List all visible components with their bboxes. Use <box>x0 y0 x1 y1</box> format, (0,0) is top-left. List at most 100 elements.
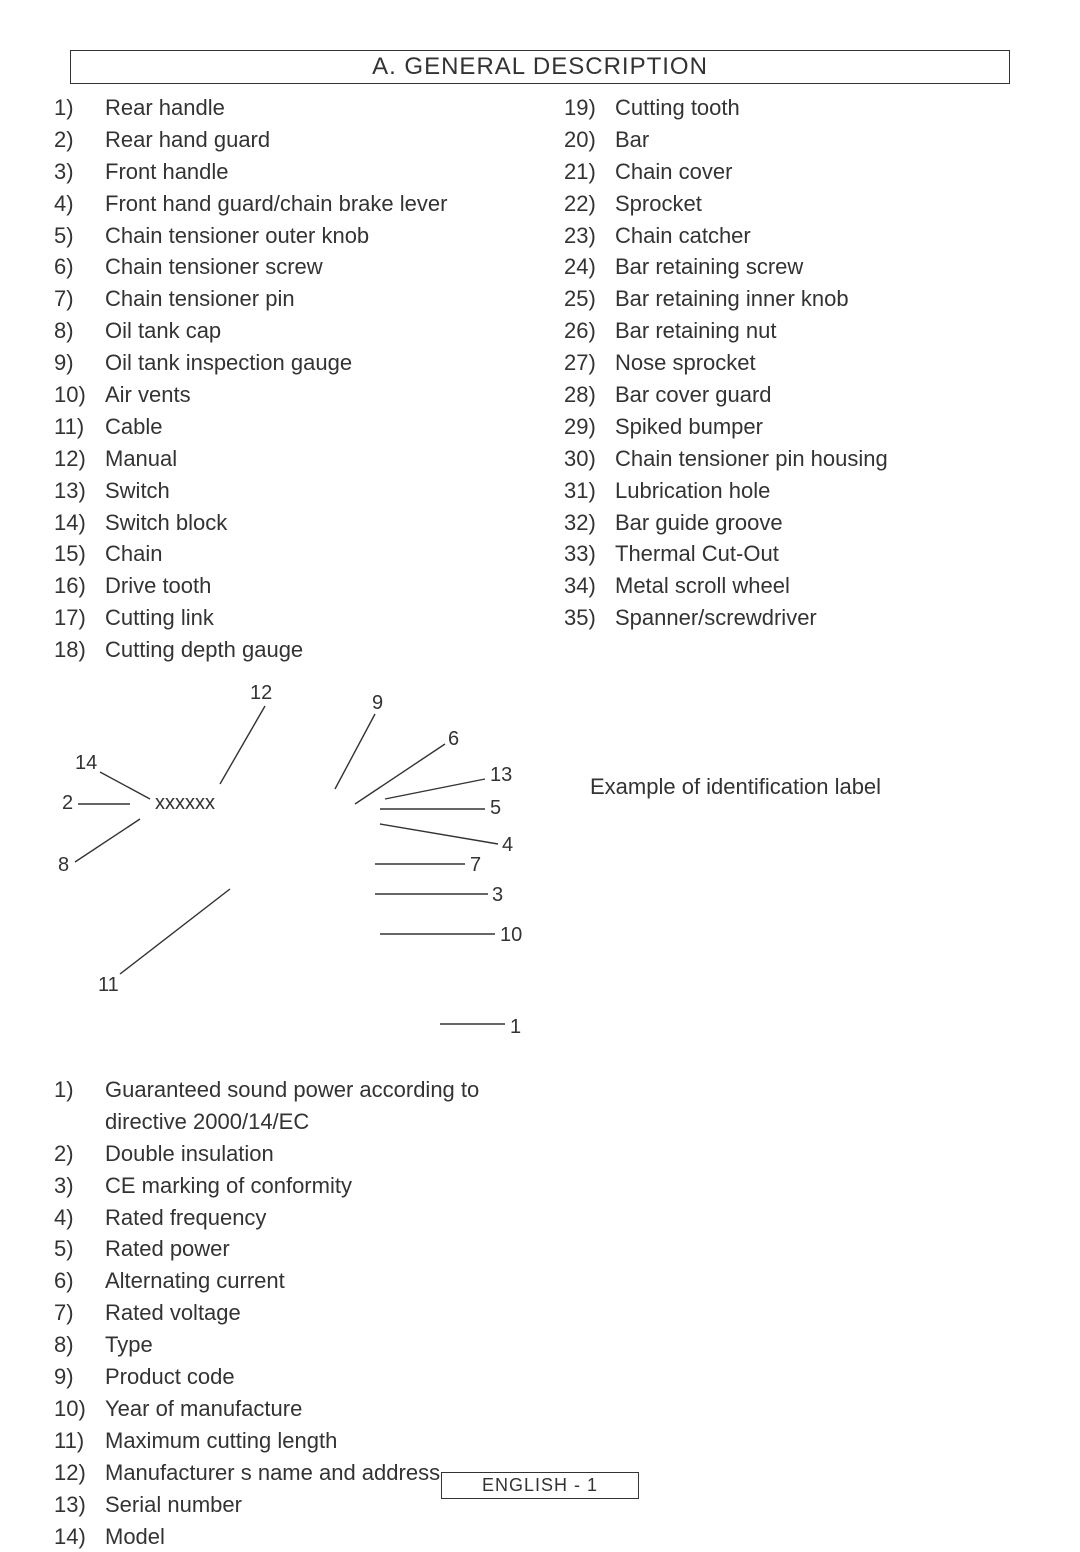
diagram-label: 13 <box>490 764 512 787</box>
list-item: 9)Oil tank inspection gauge <box>50 347 520 379</box>
list-item: 19)Cutting tooth <box>560 92 1030 124</box>
item-text: Chain <box>105 538 520 570</box>
item-text: Bar retaining inner knob <box>615 283 1030 315</box>
list-item: 3)Front handle <box>50 156 520 188</box>
item-text: Manual <box>105 443 520 475</box>
item-text: Sprocket <box>615 188 1030 220</box>
list-item: 14)Switch block <box>50 507 520 539</box>
item-text: Cutting depth gauge <box>105 634 520 666</box>
diagram-label: 4 <box>502 834 513 857</box>
list-item: 31)Lubrication hole <box>560 475 1030 507</box>
item-text: Air vents <box>105 379 520 411</box>
item-number: 5) <box>50 220 105 252</box>
list-item: 5)Chain tensioner outer knob <box>50 220 520 252</box>
list-item: 35)Spanner/screwdriver <box>560 602 1030 634</box>
list-item: 26)Bar retaining nut <box>560 315 1030 347</box>
item-number: 5) <box>50 1233 105 1265</box>
list-item: 12)Manual <box>50 443 520 475</box>
diagram-label: 2 <box>62 792 73 815</box>
item-number: 25) <box>560 283 615 315</box>
list-item: 20)Bar <box>560 124 1030 156</box>
item-number: 14) <box>50 507 105 539</box>
list-item: 25)Bar retaining inner knob <box>560 283 1030 315</box>
item-text: Rated power <box>105 1233 555 1265</box>
item-number: 4) <box>50 1202 105 1234</box>
item-text: Switch <box>105 475 520 507</box>
list-item: 28)Bar cover guard <box>560 379 1030 411</box>
item-number: 20) <box>560 124 615 156</box>
item-number: 21) <box>560 156 615 188</box>
list-item: 1)Rear handle <box>50 92 520 124</box>
item-number: 6) <box>50 251 105 283</box>
list-item: 16)Drive tooth <box>50 570 520 602</box>
item-number: 11) <box>50 1425 105 1457</box>
item-text: Lubrication hole <box>615 475 1030 507</box>
list-item: 11)Cable <box>50 411 520 443</box>
item-text: Chain catcher <box>615 220 1030 252</box>
item-text: Double insulation <box>105 1138 555 1170</box>
item-text: Model <box>105 1521 555 1552</box>
item-number: 12) <box>50 443 105 475</box>
item-number: 28) <box>560 379 615 411</box>
item-text: Cutting tooth <box>615 92 1030 124</box>
item-text: Oil tank cap <box>105 315 520 347</box>
item-number: 7) <box>50 283 105 315</box>
list-item: 4)Front hand guard/chain brake lever <box>50 188 520 220</box>
item-text: Bar cover guard <box>615 379 1030 411</box>
item-number: 13) <box>50 1489 105 1521</box>
item-text: Bar retaining nut <box>615 315 1030 347</box>
item-text: Chain cover <box>615 156 1030 188</box>
diagram-caption: Example of identification label <box>590 774 881 800</box>
list-item: 29)Spiked bumper <box>560 411 1030 443</box>
parts-column-left: 1)Rear handle2)Rear hand guard3)Front ha… <box>50 92 520 666</box>
item-text: Rated voltage <box>105 1297 555 1329</box>
list-item: 2)Double insulation <box>50 1138 1030 1170</box>
item-text: Alternating current <box>105 1265 555 1297</box>
list-item: 7)Chain tensioner pin <box>50 283 520 315</box>
item-number: 1) <box>50 1074 105 1106</box>
item-text: Chain tensioner screw <box>105 251 520 283</box>
item-number: 14) <box>50 1521 105 1552</box>
diagram-label: 11 <box>98 974 119 997</box>
item-text: Bar <box>615 124 1030 156</box>
item-text: Oil tank inspection gauge <box>105 347 520 379</box>
item-text: Front hand guard/chain brake lever <box>105 188 520 220</box>
item-number: 32) <box>560 507 615 539</box>
list-item: 4)Rated frequency <box>50 1202 1030 1234</box>
parts-column-right: 19)Cutting tooth20)Bar21)Chain cover22)S… <box>560 92 1030 666</box>
list-item: 34)Metal scroll wheel <box>560 570 1030 602</box>
page-footer: ENGLISH - 1 <box>441 1472 639 1499</box>
diagram-label: 8 <box>58 854 69 877</box>
list-item: 13)Switch <box>50 475 520 507</box>
item-number: 9) <box>50 1361 105 1393</box>
item-number: 8) <box>50 315 105 347</box>
list-item: 32)Bar guide groove <box>560 507 1030 539</box>
item-text: Type <box>105 1329 555 1361</box>
item-number: 31) <box>560 475 615 507</box>
item-number: 18) <box>50 634 105 666</box>
item-text: Switch block <box>105 507 520 539</box>
item-text: Chain tensioner pin housing <box>615 443 1030 475</box>
diagram-wrapper: xxxxxx 1296141325487310111 Example of id… <box>50 684 1030 1054</box>
diagram-label: 1 <box>510 1016 521 1039</box>
list-item: 30)Chain tensioner pin housing <box>560 443 1030 475</box>
item-text: Bar guide groove <box>615 507 1030 539</box>
diagram-label: 5 <box>490 797 501 820</box>
list-item: 21)Chain cover <box>560 156 1030 188</box>
item-text: Spanner/screwdriver <box>615 602 1030 634</box>
item-number: 23) <box>560 220 615 252</box>
diagram-label: 3 <box>492 884 503 907</box>
list-item: 11)Maximum cutting length <box>50 1425 1030 1457</box>
list-item: 33)Thermal Cut-Out <box>560 538 1030 570</box>
item-text: Spiked bumper <box>615 411 1030 443</box>
diagram-label: 6 <box>448 728 459 751</box>
item-number: 4) <box>50 188 105 220</box>
item-number: 17) <box>50 602 105 634</box>
item-number: 33) <box>560 538 615 570</box>
item-text: Chain tensioner pin <box>105 283 520 315</box>
item-text: Drive tooth <box>105 570 520 602</box>
item-number: 12) <box>50 1457 105 1489</box>
list-item: 1)Guaranteed sound power according to di… <box>50 1074 1030 1138</box>
item-number: 29) <box>560 411 615 443</box>
item-text: Cable <box>105 411 520 443</box>
